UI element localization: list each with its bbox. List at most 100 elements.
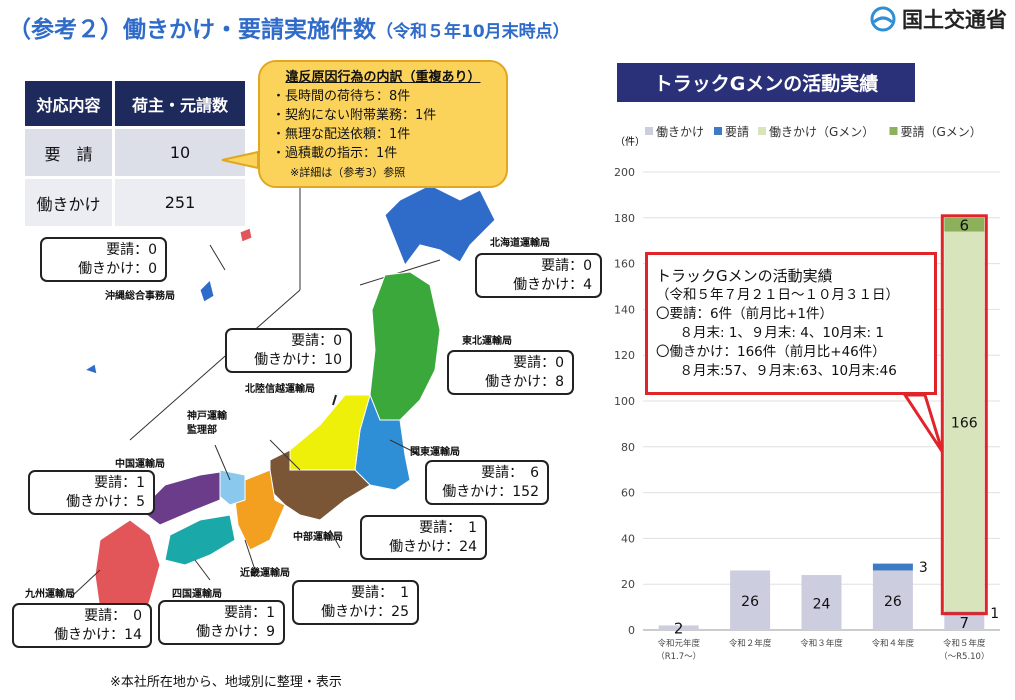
x-tick-label: 令和元年度 bbox=[657, 638, 700, 649]
region-request: 要請： 0 bbox=[84, 608, 142, 624]
region-action: 働きかけ：152 bbox=[442, 484, 539, 500]
y-tick-label: 180 bbox=[614, 212, 635, 225]
title-main: （参考２）働きかけ・要請実施件数 bbox=[8, 17, 376, 43]
region-action: 働きかけ：14 bbox=[54, 627, 142, 643]
region-action: 働きかけ：10 bbox=[254, 352, 342, 368]
y-tick-label: 60 bbox=[621, 487, 635, 500]
region-okinawa-islands bbox=[239, 227, 253, 243]
bar-3 bbox=[944, 217, 985, 232]
region-box-kyushu: 要請： 0 働きかけ：14 bbox=[12, 603, 152, 648]
gmen-bar-chart: （件） 0 20 40 60 80 100 120 140 160 180 200 働きかけ 要請 働きかけ… bbox=[614, 125, 1000, 662]
y-tick-label: 120 bbox=[614, 349, 635, 362]
bar-value-label: 26 bbox=[741, 594, 759, 610]
gmen-box-line: （令和５年７月２１日～１０月３１日） bbox=[656, 287, 899, 303]
region-request: 要請：0 bbox=[106, 242, 157, 258]
gmen-highlight bbox=[940, 214, 988, 616]
region-box-tohoku: 要請：0 働きかけ：8 bbox=[447, 350, 574, 395]
region-box-hokuriku: 要請：0 働きかけ：10 bbox=[225, 328, 352, 373]
row-value: 10 bbox=[112, 126, 248, 179]
region-shikoku bbox=[164, 514, 236, 566]
region-box-kinki: 要請： 1 働きかけ：25 bbox=[292, 580, 419, 625]
kobe-label-line: 神戸運輸 bbox=[187, 411, 227, 422]
row-label: 要 請 bbox=[22, 126, 115, 179]
gmen-box-line: ８月末:57、９月末:63、10月末:46 bbox=[666, 363, 897, 379]
bar-value-label: 26 bbox=[884, 594, 902, 610]
callout-item: ・長時間の荷待ち：8件 bbox=[272, 89, 411, 104]
callout-item: ・契約にない附帯業務：1件 bbox=[272, 108, 437, 123]
region-label: 近畿運輸局 bbox=[240, 568, 290, 579]
mlit-emblem-icon bbox=[870, 6, 896, 32]
bar-value-label: 166 bbox=[951, 416, 978, 432]
region-action: 働きかけ：9 bbox=[196, 624, 275, 640]
region-label: 中部運輸局 bbox=[293, 532, 343, 543]
y-tick-label: 100 bbox=[614, 395, 635, 408]
region-box-kanto: 要請： 6 働きかけ：152 bbox=[425, 460, 549, 505]
region-request: 要請：1 bbox=[224, 605, 275, 621]
bar-2 bbox=[944, 231, 985, 612]
region-request: 要請： 1 bbox=[419, 520, 477, 536]
region-request: 要請： 1 bbox=[351, 585, 409, 601]
summary-table: 対応内容 荷主・元請数 要 請 10 働きかけ 251 bbox=[22, 78, 248, 229]
callout-heading: 違反原因行為の内訳（重複あり） bbox=[285, 70, 481, 85]
region-label: 沖縄総合事務局 bbox=[105, 291, 175, 302]
bar-0 bbox=[872, 570, 913, 630]
y-tick-label: 140 bbox=[614, 303, 635, 316]
legend-label: 働きかけ bbox=[656, 125, 704, 139]
gmen-box-title: トラックGメンの活動実績 bbox=[656, 267, 833, 285]
y-axis-label: （件） bbox=[615, 136, 645, 148]
gmen-summary-box: トラックGメンの活動実績 （令和５年７月２１日～１０月３１日） 〇要請：6件（前… bbox=[645, 252, 937, 395]
region-hokkaido bbox=[384, 184, 496, 267]
region-label: 北海道運輸局 bbox=[490, 238, 550, 249]
region-kinki bbox=[234, 469, 286, 551]
legend-swatch bbox=[645, 127, 653, 135]
region-label: 中国運輸局 bbox=[115, 459, 165, 470]
region-action: 働きかけ：4 bbox=[513, 277, 592, 293]
region-box-okinawa: 要請：0 働きかけ：0 bbox=[40, 237, 167, 282]
y-tick-label: 0 bbox=[628, 624, 635, 637]
bar-1 bbox=[872, 563, 913, 571]
chart-title: トラックGメンの活動実績 bbox=[617, 63, 915, 102]
callout-pointer bbox=[221, 150, 259, 170]
region-kobe bbox=[217, 469, 246, 506]
x-tick-label: 令和５年度 bbox=[943, 638, 986, 649]
bar-value-label: 6 bbox=[960, 217, 970, 235]
y-tick-label: 80 bbox=[621, 441, 635, 454]
region-label: 関東運輸局 bbox=[410, 447, 460, 458]
gmen-box-line: ８月末: 1、９月末: 4、10月末: 1 bbox=[666, 325, 884, 341]
callout-item: ・過積載の指示：1件 bbox=[272, 146, 398, 161]
bar-0 bbox=[658, 625, 699, 630]
region-box-chubu: 要請： 1 働きかけ：24 bbox=[360, 515, 487, 560]
y-tick-label: 20 bbox=[621, 578, 635, 591]
kobe-label-line: 監理部 bbox=[187, 425, 217, 436]
bar-value-label: 3 bbox=[919, 560, 928, 576]
violation-breakdown-callout: 違反原因行為の内訳（重複あり） ・長時間の荷待ち：8件 ・契約にない附帯業務：1… bbox=[258, 60, 508, 188]
mlit-logo: 国土交通省 bbox=[870, 4, 1007, 34]
legend-swatch bbox=[889, 127, 898, 135]
region-box-hokkaido: 要請：0 働きかけ：4 bbox=[475, 253, 602, 298]
region-label: 東北運輸局 bbox=[462, 336, 512, 347]
region-okinawa bbox=[199, 279, 215, 303]
header-count: 荷主・元請数 bbox=[112, 78, 248, 129]
logo-text: 国土交通省 bbox=[902, 8, 1007, 32]
gmen-box-line: 〇要請：6件（前月比+1件） bbox=[656, 306, 833, 322]
bar-value-label: 1 bbox=[990, 606, 999, 622]
legend-label: 要請 bbox=[725, 125, 749, 139]
x-tick-label: （～R5.10） bbox=[939, 651, 989, 662]
region-action: 働きかけ：5 bbox=[66, 494, 145, 510]
region-chubu bbox=[269, 449, 371, 521]
legend-label: 要請（Gメン） bbox=[901, 125, 982, 139]
region-label: 九州運輸局 bbox=[25, 589, 75, 600]
region-action: 働きかけ：25 bbox=[321, 604, 409, 620]
bar-0 bbox=[730, 570, 771, 630]
region-label: 北陸信越運輸局 bbox=[245, 384, 315, 395]
legend-swatch bbox=[758, 127, 766, 135]
region-chugoku bbox=[139, 471, 221, 526]
x-tick-label: 令和２年度 bbox=[729, 638, 772, 649]
region-request: 要請：0 bbox=[541, 258, 592, 274]
row-label: 働きかけ bbox=[22, 176, 115, 229]
y-tick-label: 200 bbox=[614, 166, 635, 179]
row-value: 251 bbox=[112, 176, 248, 229]
region-action: 働きかけ：24 bbox=[389, 539, 477, 555]
y-tick-label: 160 bbox=[614, 258, 635, 271]
x-tick-label: （R1.7～） bbox=[656, 651, 701, 662]
